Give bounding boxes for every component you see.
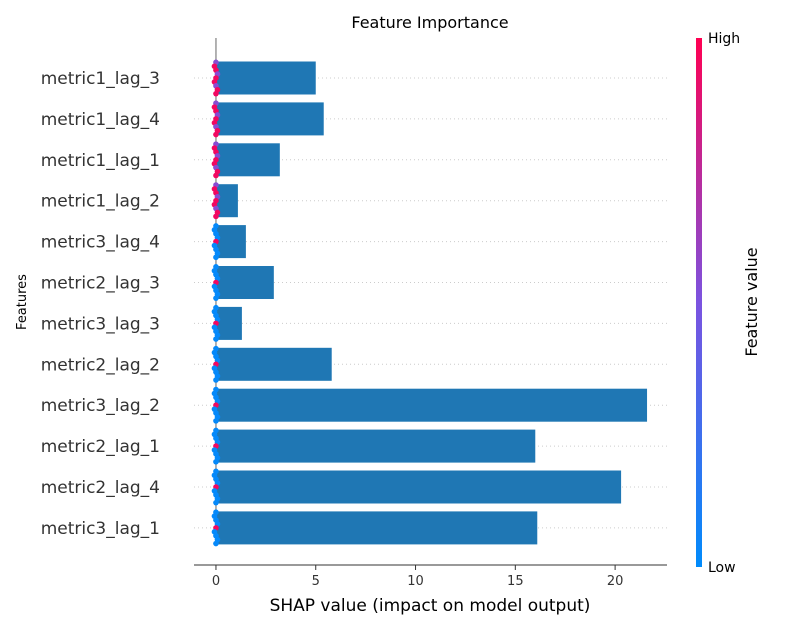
shap-point xyxy=(213,499,219,506)
colorbar-low-label: Low xyxy=(708,560,736,576)
bar-metric1_lag_3 xyxy=(215,61,316,95)
category-label: metric2_lag_2 xyxy=(41,355,160,375)
x-tick-label: 0 xyxy=(212,574,220,589)
bar-metric3_lag_3 xyxy=(215,306,242,340)
bar-metric2_lag_3 xyxy=(215,266,274,299)
category-label: metric3_lag_1 xyxy=(41,519,160,539)
category-labels: metric1_lag_3 metric1_lag_4 metric1_lag_1m… xyxy=(41,69,160,539)
colorbar xyxy=(696,38,702,567)
bar-metric2_lag_1 xyxy=(215,429,536,463)
x-tick-label: 10 xyxy=(407,574,424,589)
shap-point xyxy=(213,90,219,97)
bar-metric3_lag_2 xyxy=(215,388,648,422)
category-label: metric3_lag_3 xyxy=(41,314,160,334)
shap-point xyxy=(213,295,219,301)
category-label: metric1_lag_2 xyxy=(41,192,160,212)
bar-metric2_lag_4 xyxy=(215,470,622,504)
category-label: metric2_lag_3 xyxy=(41,274,160,294)
shap-point xyxy=(213,172,219,179)
shap-point xyxy=(213,254,219,261)
category-label: metric1_lag_4 xyxy=(41,110,160,130)
category-label: metric1_lag_3 xyxy=(41,69,160,89)
bar-metric1_lag_4 xyxy=(215,102,324,136)
shap-point xyxy=(213,377,219,383)
shap-point xyxy=(213,213,219,220)
category-label: metric2_lag_1 xyxy=(41,437,160,457)
beeswarm-points xyxy=(211,59,221,547)
shap-point xyxy=(213,540,219,547)
category-label: metric3_lag_2 xyxy=(41,396,160,416)
bar-metric2_lag_2 xyxy=(215,347,332,381)
category-label: metric1_lag_1 xyxy=(41,151,160,171)
chart-title: Feature Importance xyxy=(351,13,508,32)
colorbar-high-label: High xyxy=(708,31,740,47)
x-tick-label: 20 xyxy=(607,574,624,589)
shap-point xyxy=(213,336,219,342)
colorbar-title: Feature value xyxy=(742,247,761,356)
shap-point xyxy=(213,131,219,138)
x-ticks: 0 5 10 15 20 xyxy=(212,565,624,589)
bars xyxy=(215,61,648,545)
shap-point xyxy=(213,458,219,465)
x-axis-label: SHAP value (impact on model output) xyxy=(270,596,591,616)
bar-metric3_lag_4 xyxy=(215,225,246,259)
x-tick-label: 5 xyxy=(312,574,320,589)
bar-metric1_lag_2 xyxy=(215,184,238,218)
shap-point xyxy=(213,418,219,424)
category-label: metric2_lag_4 xyxy=(41,478,160,498)
x-tick-label: 15 xyxy=(507,574,524,589)
y-axis-label: Features xyxy=(15,274,30,330)
bar-metric1_lag_1 xyxy=(215,143,280,177)
bar-metric3_lag_1 xyxy=(215,511,538,545)
category-label: metric3_lag_4 xyxy=(41,233,160,253)
